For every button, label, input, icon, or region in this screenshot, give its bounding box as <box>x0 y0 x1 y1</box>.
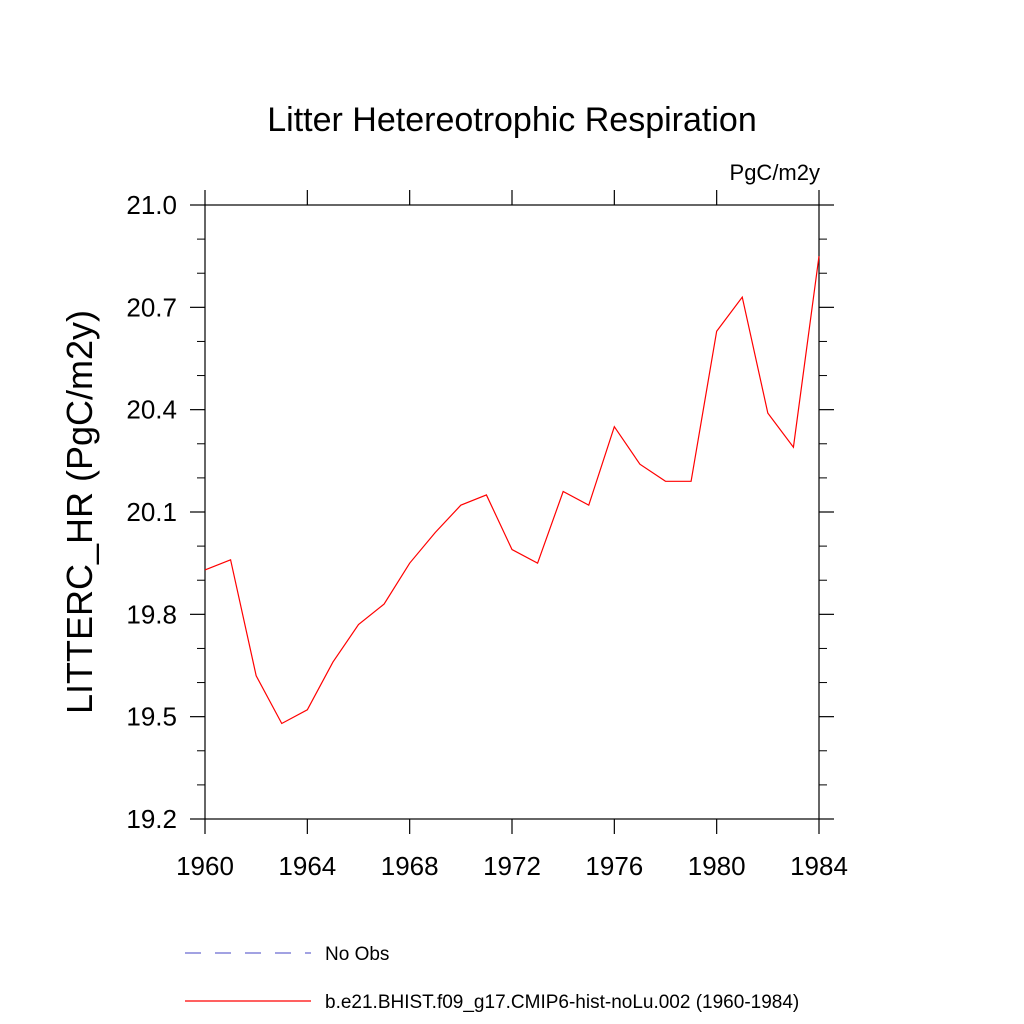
plot-area: 19.2 19.5 19.8 20.1 20.4 20.7 21.0 1960 1964 1968… <box>126 190 848 881</box>
y-tick-label: 19.5 <box>126 702 177 732</box>
legend-label-1: b.e21.BHIST.f09_g17.CMIP6-hist-noLu.002 … <box>325 992 799 1013</box>
plot-frame <box>204 204 820 820</box>
y-axis-label: LITTERC_HR (PgC/m2y) <box>59 310 100 714</box>
x-tick-label: 1976 <box>585 851 643 881</box>
y-tick-label: 19.2 <box>126 804 177 834</box>
x-tick-label: 1980 <box>688 851 746 881</box>
y-tick-label: 19.8 <box>126 599 177 629</box>
y-tick-label: 21.0 <box>126 190 177 220</box>
chart-title: Litter Hetereotrophic Respiration <box>267 101 756 139</box>
legend-label-0: No Obs <box>325 944 389 965</box>
legend: No Obs b.e21.BHIST.f09_g17.CMIP6-hist-noL… <box>185 944 799 1013</box>
x-tick-label: 1984 <box>790 851 848 881</box>
units-label: PgC/m2y <box>730 160 820 185</box>
y-tick-label: 20.4 <box>126 395 177 425</box>
x-tick-label: 1968 <box>381 851 439 881</box>
y-tick-label: 20.7 <box>126 292 177 322</box>
y-tick-label: 20.1 <box>126 497 177 527</box>
x-tick-label: 1964 <box>278 851 336 881</box>
series-line-1 <box>204 256 820 725</box>
x-tick-label: 1960 <box>176 851 234 881</box>
x-tick-label: 1972 <box>483 851 541 881</box>
